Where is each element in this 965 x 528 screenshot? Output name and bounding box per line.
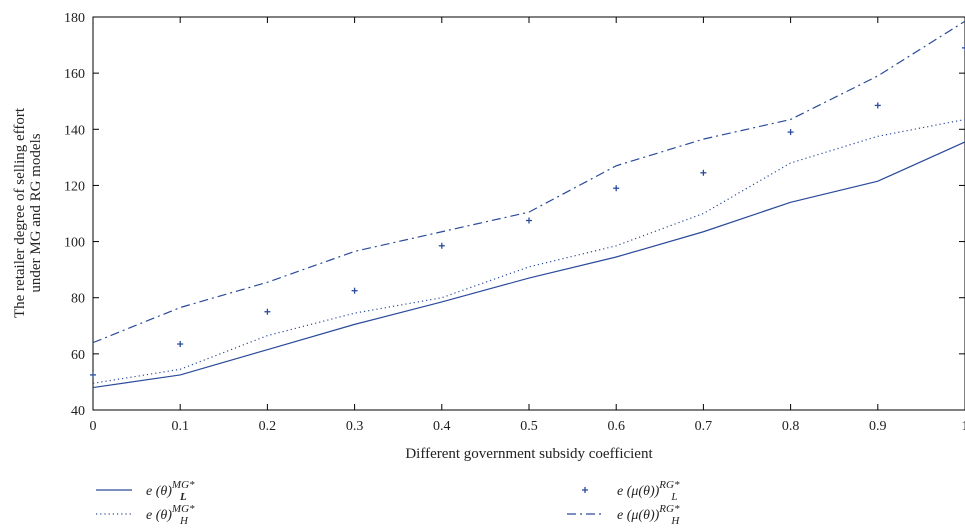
- legend-label-base: e (μ(θ)): [617, 484, 660, 499]
- series-2-point: [700, 169, 707, 176]
- axis-ticks: 0 0.1 0.2 0.3 0.4 0.5 0.6 0.7 0.8 0.9 140608010012…: [64, 11, 965, 434]
- x-tick-label: 0.9: [869, 419, 887, 434]
- legend-item-2: e (μ(θ))RG* L: [582, 479, 680, 503]
- x-tick-label: 0.2: [259, 419, 277, 434]
- series-2-point: [438, 242, 445, 249]
- y-tick-label: 80: [71, 292, 85, 307]
- series-2-point: [874, 102, 881, 109]
- series-2-point: [90, 371, 96, 378]
- series-2-point: [962, 44, 965, 51]
- y-tick-label: 40: [71, 404, 85, 419]
- y-axis-title-line1: The retailer degree of selling effort: [12, 107, 28, 318]
- x-tick-label: 0.4: [433, 419, 451, 434]
- series-2-point: [177, 341, 184, 348]
- x-tick-label: 0.6: [607, 419, 625, 434]
- legend-label-sub: H: [179, 515, 189, 527]
- x-tick-label: 0.8: [782, 419, 800, 434]
- legend-label-sup: RG*: [658, 503, 680, 515]
- x-tick-label: 1: [962, 419, 965, 434]
- series-2-point: [351, 287, 358, 294]
- legend-label-0: e (θ)MG* L: [146, 479, 195, 503]
- legend: e (θ)MG* Le (θ)MG* He (μ(θ))RG* Le (μ(θ))RG…: [96, 479, 680, 527]
- legend-label-base: e (μ(θ)): [617, 508, 660, 523]
- x-tick-label: 0.7: [695, 419, 713, 434]
- x-tick-label: 0.3: [346, 419, 364, 434]
- legend-label-sub: L: [179, 491, 187, 503]
- series-1-line: [92, 118, 965, 384]
- series-2-point: [613, 185, 620, 192]
- x-axis-title: Different government subsidy coefficient: [405, 446, 653, 462]
- legend-item-0: e (θ)MG* L: [96, 479, 195, 503]
- y-axis-title: The retailer degree of selling effort un…: [12, 107, 44, 318]
- series-3-line: [92, 20, 965, 344]
- legend-label-base: e (θ): [146, 484, 172, 499]
- legend-label-base: e (θ): [146, 508, 172, 523]
- legend-label-sub: L: [670, 491, 677, 503]
- series-2-point: [264, 308, 271, 315]
- series-2-point: [787, 129, 794, 136]
- series-0-line: [92, 141, 965, 389]
- plot-area-frame: [92, 16, 965, 411]
- x-tick-label: 0.5: [520, 419, 538, 434]
- legend-item-3: e (μ(θ))RG* H: [567, 503, 680, 527]
- y-tick-label: 140: [64, 123, 85, 138]
- y-tick-label: 120: [64, 179, 85, 194]
- legend-marker-2: [582, 487, 588, 493]
- legend-item-1: e (θ)MG* H: [96, 503, 195, 527]
- y-tick-label: 160: [64, 67, 85, 82]
- legend-label-sup: MG*: [171, 479, 195, 491]
- legend-label-sup: RG*: [658, 479, 680, 491]
- legend-label-2: e (μ(θ))RG* L: [617, 479, 680, 503]
- y-tick-label: 100: [64, 236, 85, 251]
- x-tick-label: 0.1: [171, 419, 189, 434]
- y-axis-title-line2: under MG and RG models: [28, 133, 44, 292]
- legend-label-1: e (θ)MG* H: [146, 503, 195, 527]
- legend-label-sup: MG*: [171, 503, 195, 515]
- series-group: [90, 20, 965, 389]
- series-2-point: [526, 217, 532, 224]
- legend-label-sub: H: [670, 515, 680, 527]
- x-tick-label: 0: [90, 419, 97, 434]
- y-tick-label: 60: [71, 348, 85, 363]
- y-tick-label: 180: [64, 11, 85, 26]
- legend-label-3: e (μ(θ))RG* H: [617, 503, 680, 527]
